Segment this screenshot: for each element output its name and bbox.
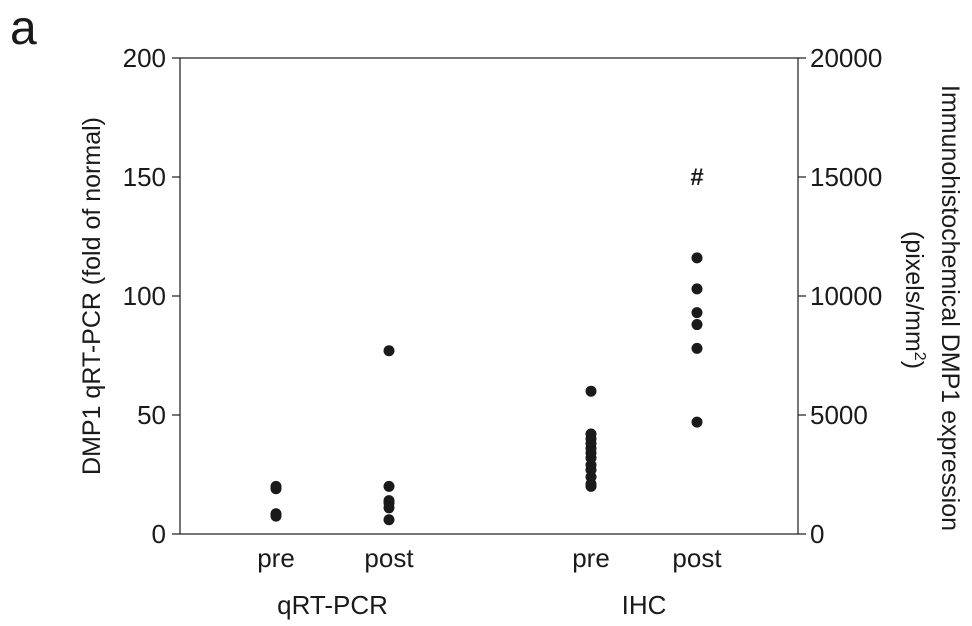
right-tick-label: 20000 (810, 43, 882, 73)
left-tick-label: 150 (123, 162, 166, 192)
data-point (691, 319, 703, 331)
x-category-label: post (364, 543, 414, 573)
data-point (270, 510, 282, 522)
data-point (383, 502, 395, 514)
data-point (691, 252, 703, 264)
right-tick-label: 15000 (810, 162, 882, 192)
right-tick-label: 10000 (810, 281, 882, 311)
x-group-labels: qRT-PCR IHC (277, 590, 666, 620)
x-group-label: IHC (622, 590, 667, 620)
left-axis-label: DMP1 qRT-PCR (fold of normal) (78, 117, 106, 475)
left-tick-label: 50 (137, 400, 166, 430)
left-tick-label: 200 (123, 43, 166, 73)
data-point (585, 385, 597, 397)
data-points (270, 252, 703, 526)
right-axis-ticks: 0 5000 10000 15000 20000 (798, 43, 882, 549)
x-category-label: pre (257, 543, 295, 573)
right-tick-label: 5000 (810, 400, 868, 430)
data-point (383, 480, 395, 492)
right-tick-label: 0 (810, 519, 824, 549)
left-axis-ticks: 0 50 100 150 200 (123, 43, 180, 549)
data-point (691, 283, 703, 295)
significance-marker: # (690, 164, 703, 191)
annotations: # (690, 164, 703, 191)
right-axis-label-line2: (pixels/mm2) (900, 231, 928, 369)
data-point (585, 480, 597, 492)
data-point (691, 307, 703, 319)
x-category-label: post (672, 543, 722, 573)
data-point (383, 345, 395, 357)
right-axis-label-line1: Immunohistochemical DMP1 expression (936, 85, 964, 531)
data-point (691, 416, 703, 428)
left-tick-label: 0 (152, 519, 166, 549)
plot-area-frame (179, 57, 799, 535)
panel-label: a (10, 2, 37, 55)
data-point (383, 514, 395, 526)
x-category-labels: pre post pre post (257, 543, 722, 573)
left-tick-label: 100 (123, 281, 166, 311)
data-point (691, 342, 703, 354)
x-group-label: qRT-PCR (277, 590, 388, 620)
data-point (270, 480, 282, 492)
x-category-label: pre (572, 543, 610, 573)
